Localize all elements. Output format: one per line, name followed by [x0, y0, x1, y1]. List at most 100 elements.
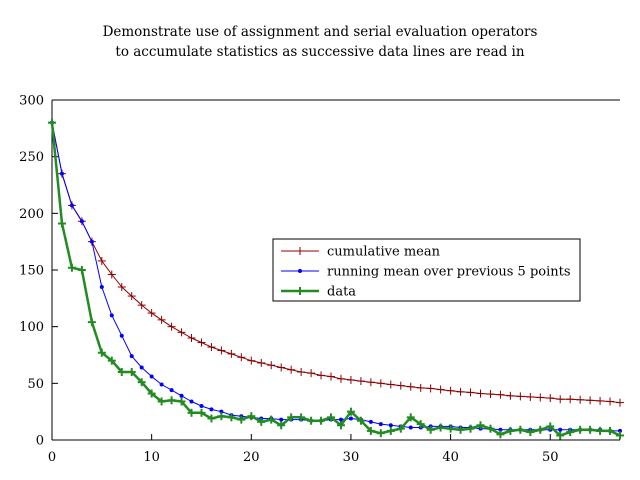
x-tick-label: 40 [442, 450, 459, 465]
x-tick-label: 20 [243, 450, 260, 465]
x-tick-label: 30 [343, 450, 360, 465]
data-point [436, 385, 445, 394]
data-point [177, 397, 186, 406]
data-point [89, 239, 94, 244]
data-point [556, 431, 565, 440]
data-point [536, 425, 545, 434]
data-point [307, 416, 316, 425]
legend-entry: data [281, 285, 356, 300]
data-point [109, 313, 114, 318]
data-point [576, 395, 585, 404]
data-point [536, 393, 545, 402]
data-point [516, 425, 525, 434]
data-point [348, 416, 353, 421]
data-point [476, 389, 485, 398]
data-point [296, 247, 304, 255]
data-point [267, 361, 276, 370]
data-point [486, 390, 495, 399]
data-point [317, 416, 326, 425]
data-point [97, 256, 106, 265]
data-point [296, 287, 304, 295]
y-tick-label: 0 [36, 434, 44, 449]
data-point [376, 429, 385, 438]
data-point [506, 391, 515, 400]
data-point [466, 424, 475, 433]
data-point [277, 363, 286, 372]
data-point [616, 431, 624, 440]
data-point [416, 383, 425, 392]
data-point [466, 388, 475, 397]
data-point [87, 318, 96, 327]
data-point [586, 396, 595, 405]
data-point [376, 379, 385, 388]
data-point [317, 371, 326, 380]
data-point [227, 413, 236, 422]
data-point [566, 428, 575, 437]
data-point [277, 421, 286, 430]
data-point [209, 407, 214, 412]
data-point [149, 374, 154, 379]
data-point [566, 395, 575, 404]
data-point [426, 425, 435, 434]
data-point [338, 417, 343, 422]
data-point [279, 417, 284, 422]
y-tick-label: 200 [19, 207, 44, 222]
data-point [616, 398, 624, 407]
data-point [59, 171, 64, 176]
data-point [378, 422, 383, 427]
plot-series [48, 118, 624, 440]
data-point [446, 424, 455, 433]
data-point [298, 269, 302, 273]
series-line [50, 122, 621, 437]
data-point [416, 420, 425, 429]
data-point [396, 424, 405, 433]
x-tick-label: 10 [143, 450, 160, 465]
data-point [67, 263, 76, 272]
data-point [77, 266, 86, 274]
legend-label: data [327, 285, 356, 300]
data-point [368, 419, 373, 424]
data-point [526, 392, 535, 401]
data-point [356, 416, 365, 425]
data-point [169, 388, 174, 393]
data-point [408, 425, 413, 430]
data-point [446, 386, 455, 395]
legend-label: cumulative mean [327, 245, 441, 260]
data-point [606, 426, 615, 435]
y-tick-label: 100 [19, 320, 44, 335]
data-point [436, 423, 445, 432]
series-line [51, 122, 621, 404]
data-point [187, 408, 196, 417]
data-point [496, 430, 505, 439]
data-point [247, 356, 256, 365]
data-point [107, 270, 116, 279]
data-point [558, 427, 563, 432]
legend: cumulative mean running mean over previou… [272, 238, 581, 302]
data-point [137, 378, 146, 387]
data-point [157, 315, 166, 324]
data-point [227, 349, 236, 358]
data-point [179, 393, 184, 398]
data-point [386, 426, 395, 435]
data-point [307, 369, 316, 378]
series-2 [48, 118, 624, 440]
chart-title-line-2: to accumulate statistics as successive d… [115, 44, 524, 60]
data-point [247, 412, 256, 421]
data-point [147, 309, 156, 318]
y-tick-label: 300 [19, 94, 44, 109]
y-tick-label: 50 [27, 377, 44, 392]
data-point [496, 390, 505, 399]
data-point [199, 404, 204, 408]
data-point [127, 368, 136, 376]
data-point [486, 424, 495, 433]
data-point [287, 413, 296, 422]
data-point [167, 396, 176, 405]
data-point [257, 358, 266, 367]
data-point [406, 413, 415, 422]
data-point [189, 399, 194, 404]
legend-label: running mean over previous 5 points [327, 265, 571, 280]
data-point [366, 378, 375, 387]
data-point [197, 408, 206, 417]
data-point [79, 219, 84, 224]
